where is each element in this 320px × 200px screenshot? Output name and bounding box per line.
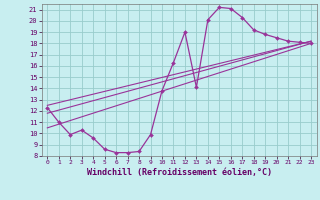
X-axis label: Windchill (Refroidissement éolien,°C): Windchill (Refroidissement éolien,°C) (87, 168, 272, 177)
